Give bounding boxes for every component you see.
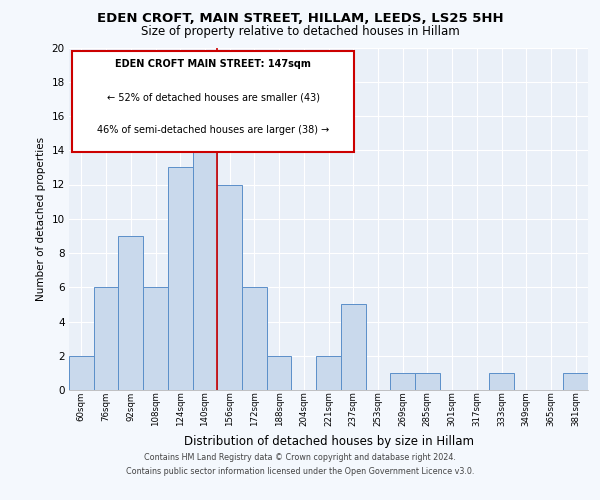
Bar — [168, 168, 193, 390]
Text: 46% of semi-detached houses are larger (38) →: 46% of semi-detached houses are larger (… — [97, 124, 329, 134]
Y-axis label: Number of detached properties: Number of detached properties — [36, 136, 46, 301]
X-axis label: Distribution of detached houses by size in Hillam: Distribution of detached houses by size … — [184, 434, 473, 448]
Text: Contains public sector information licensed under the Open Government Licence v3: Contains public sector information licen… — [126, 467, 474, 476]
Bar — [316, 356, 341, 390]
Bar — [217, 184, 242, 390]
Bar — [563, 373, 588, 390]
Bar — [143, 287, 168, 390]
Text: Contains HM Land Registry data © Crown copyright and database right 2024.: Contains HM Land Registry data © Crown c… — [144, 454, 456, 462]
Bar — [242, 287, 267, 390]
Text: EDEN CROFT, MAIN STREET, HILLAM, LEEDS, LS25 5HH: EDEN CROFT, MAIN STREET, HILLAM, LEEDS, … — [97, 12, 503, 26]
Bar — [267, 356, 292, 390]
Bar — [415, 373, 440, 390]
Text: Size of property relative to detached houses in Hillam: Size of property relative to detached ho… — [140, 25, 460, 38]
Text: ← 52% of detached houses are smaller (43): ← 52% of detached houses are smaller (43… — [107, 92, 320, 102]
Text: EDEN CROFT MAIN STREET: 147sqm: EDEN CROFT MAIN STREET: 147sqm — [115, 60, 311, 70]
Bar — [489, 373, 514, 390]
Bar — [69, 356, 94, 390]
Bar — [341, 304, 365, 390]
FancyBboxPatch shape — [71, 51, 355, 152]
Bar — [118, 236, 143, 390]
Bar — [390, 373, 415, 390]
Bar — [193, 116, 217, 390]
Bar — [94, 287, 118, 390]
